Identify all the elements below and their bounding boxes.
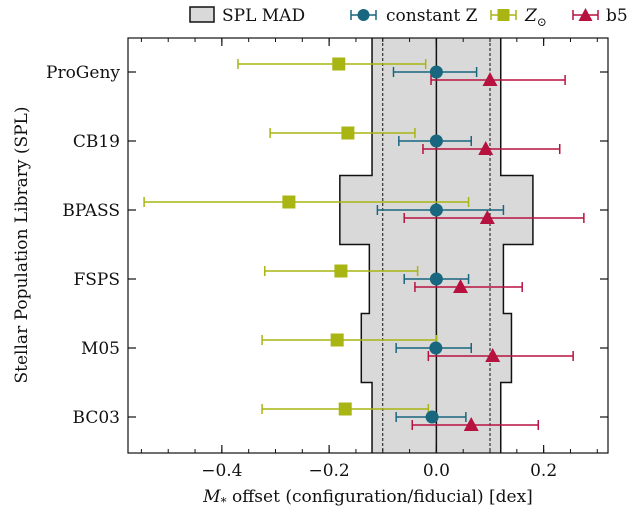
legend: SPL MAD constant Z Z⊙ b5 <box>189 6 628 29</box>
point-bc03 <box>338 402 352 416</box>
y-tick-label-fsps: FSPS <box>73 270 120 290</box>
point-m05 <box>485 348 501 362</box>
point-fsps <box>334 264 348 278</box>
plot-frame <box>127 37 609 454</box>
y-tick-label-bc03: BC03 <box>73 408 120 428</box>
legend-label-b5: b5 <box>606 6 628 26</box>
x-axis-ticks: −0.4 −0.2 0.0 0.2 <box>140 38 598 481</box>
x-axis-label: M* offset (configuration/fiducial) [dex] <box>202 487 533 509</box>
point-m05 <box>330 333 344 347</box>
point-progeny <box>482 72 498 86</box>
x-tick-label: −0.4 <box>201 461 242 481</box>
reference-lines <box>382 38 491 453</box>
legend-marker-b5 <box>572 8 599 21</box>
legend-band-label: SPL MAD <box>222 6 305 26</box>
y-axis-ticks: ProGeny CB19 BPASS FSPS M05 BC03 <box>46 63 608 428</box>
point-bc03 <box>463 417 479 431</box>
point-cb19 <box>478 141 494 155</box>
x-tick-label: 0.2 <box>530 461 557 481</box>
y-tick-label-cb19: CB19 <box>73 132 120 152</box>
series-z-sun <box>143 57 470 416</box>
legend-label-constant-z: constant Z <box>386 6 478 26</box>
point-fsps <box>429 272 443 286</box>
legend-marker-z-sun <box>490 9 517 21</box>
point-cb19 <box>341 126 355 140</box>
y-tick-label-m05: M05 <box>81 339 120 359</box>
point-bpass <box>429 203 443 217</box>
point-m05 <box>429 341 443 355</box>
point-cb19 <box>429 134 443 148</box>
y-axis-label: Stellar Population Library (SPL) <box>12 107 32 384</box>
point-progeny <box>429 65 443 79</box>
series-constant-z <box>376 65 505 424</box>
series-b5 <box>403 72 585 431</box>
y-tick-label-bpass: BPASS <box>62 201 120 221</box>
x-tick-label: −0.2 <box>308 461 349 481</box>
point-bc03 <box>425 410 439 424</box>
point-bpass <box>282 195 296 209</box>
point-bpass <box>479 210 495 224</box>
x-tick-label: 0.0 <box>423 461 450 481</box>
point-progeny <box>332 57 346 71</box>
y-tick-label-progeny: ProGeny <box>46 63 120 83</box>
series-layer <box>143 57 585 431</box>
legend-band-swatch <box>189 6 215 23</box>
point-fsps <box>453 279 469 293</box>
legend-label-z-sun: Z⊙ <box>524 6 547 29</box>
legend-marker-constant-z <box>350 9 377 21</box>
